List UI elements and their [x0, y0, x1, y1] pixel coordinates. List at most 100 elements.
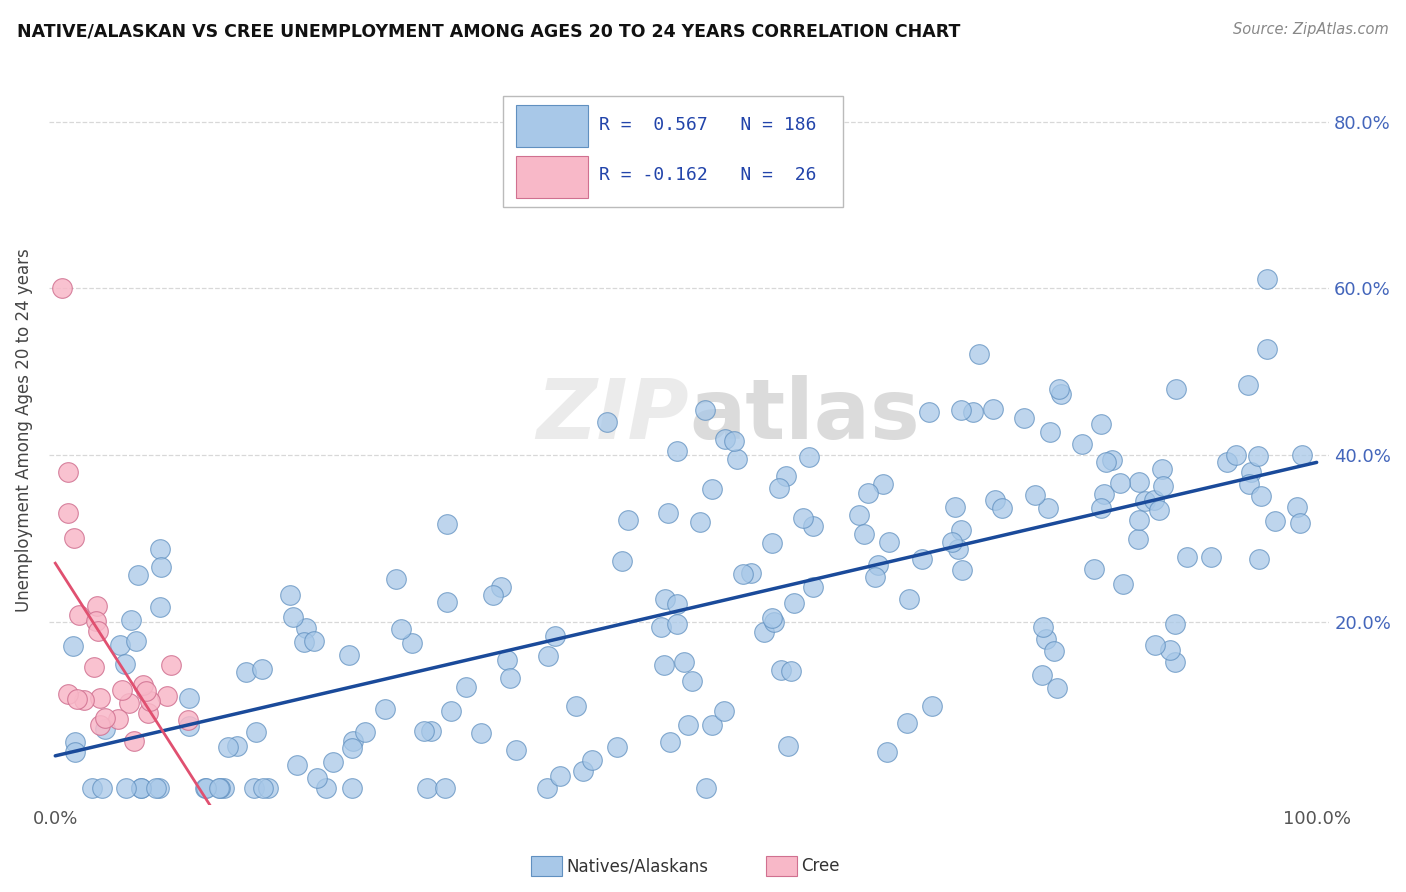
Point [136, 706, 159, 720]
Point [80, 781, 103, 796]
FancyBboxPatch shape [516, 155, 588, 198]
Point [108, 638, 131, 652]
Point [433, 781, 456, 796]
Point [1036, 501, 1059, 516]
Point [160, 658, 183, 673]
Point [67, 608, 90, 623]
Point [135, 683, 157, 698]
Point [946, 542, 969, 557]
Point [295, 621, 318, 635]
Point [93, 722, 115, 736]
Point [606, 739, 628, 754]
Point [731, 566, 754, 581]
Point [86, 599, 108, 613]
Point [654, 658, 676, 673]
Point [179, 690, 201, 705]
Point [337, 648, 360, 663]
Point [1289, 516, 1312, 530]
Point [797, 450, 820, 464]
Point [896, 716, 918, 731]
Point [1247, 449, 1270, 463]
Point [1050, 386, 1073, 401]
FancyBboxPatch shape [516, 105, 588, 147]
Point [949, 523, 972, 537]
Point [149, 599, 172, 614]
Point [111, 683, 134, 698]
Point [1071, 437, 1094, 451]
Point [1237, 378, 1260, 392]
Point [779, 665, 801, 679]
Point [536, 781, 558, 796]
Point [436, 516, 458, 531]
Point [725, 451, 748, 466]
Text: NATIVE/ALASKAN VS CREE UNEMPLOYMENT AMONG AGES 20 TO 24 YEARS CORRELATION CHART: NATIVE/ALASKAN VS CREE UNEMPLOYMENT AMON… [17, 22, 960, 40]
Point [1159, 643, 1181, 657]
Point [315, 781, 337, 796]
Point [63, 745, 86, 759]
Point [537, 648, 560, 663]
Text: R =  0.567   N = 186: R = 0.567 N = 186 [599, 116, 817, 134]
Point [342, 734, 364, 748]
Point [212, 781, 235, 796]
Point [194, 781, 217, 796]
Point [179, 719, 201, 733]
Point [252, 781, 274, 796]
Point [941, 534, 963, 549]
Point [1247, 552, 1270, 566]
Point [943, 500, 966, 514]
Point [770, 663, 793, 677]
Point [689, 515, 711, 529]
Point [700, 482, 723, 496]
Point [865, 570, 887, 584]
Point [1256, 272, 1278, 286]
Point [1108, 475, 1130, 490]
Text: atlas: atlas [689, 375, 920, 456]
Point [56, 687, 79, 701]
Point [693, 403, 716, 417]
Text: Cree: Cree [801, 857, 839, 875]
Point [654, 592, 676, 607]
Point [1035, 632, 1057, 646]
Point [305, 771, 328, 785]
Point [650, 619, 672, 633]
Point [868, 558, 890, 573]
Point [872, 476, 894, 491]
Point [768, 481, 790, 495]
Point [572, 764, 595, 778]
Point [1164, 616, 1187, 631]
Point [499, 671, 522, 685]
Point [250, 661, 273, 675]
Point [921, 699, 943, 714]
Point [1256, 343, 1278, 357]
Point [384, 572, 406, 586]
Point [657, 506, 679, 520]
Point [1047, 382, 1070, 396]
Point [761, 535, 783, 549]
Point [981, 401, 1004, 416]
Point [73, 693, 96, 707]
Point [1043, 644, 1066, 658]
Point [1175, 550, 1198, 565]
Point [918, 405, 941, 419]
Point [322, 755, 344, 769]
Point [1128, 532, 1150, 546]
Point [1032, 620, 1054, 634]
Point [285, 758, 308, 772]
Text: Source: ZipAtlas.com: Source: ZipAtlas.com [1233, 22, 1389, 37]
Point [544, 629, 567, 643]
Point [1164, 382, 1187, 396]
Point [681, 673, 703, 688]
Point [752, 625, 775, 640]
Point [610, 554, 633, 568]
Point [783, 596, 806, 610]
Point [148, 781, 170, 796]
Point [990, 501, 1012, 516]
Point [702, 718, 724, 732]
Point [761, 610, 783, 624]
Point [1128, 475, 1150, 489]
Point [1024, 488, 1046, 502]
Point [740, 566, 762, 580]
Point [401, 636, 423, 650]
Point [1128, 513, 1150, 527]
Point [713, 704, 735, 718]
